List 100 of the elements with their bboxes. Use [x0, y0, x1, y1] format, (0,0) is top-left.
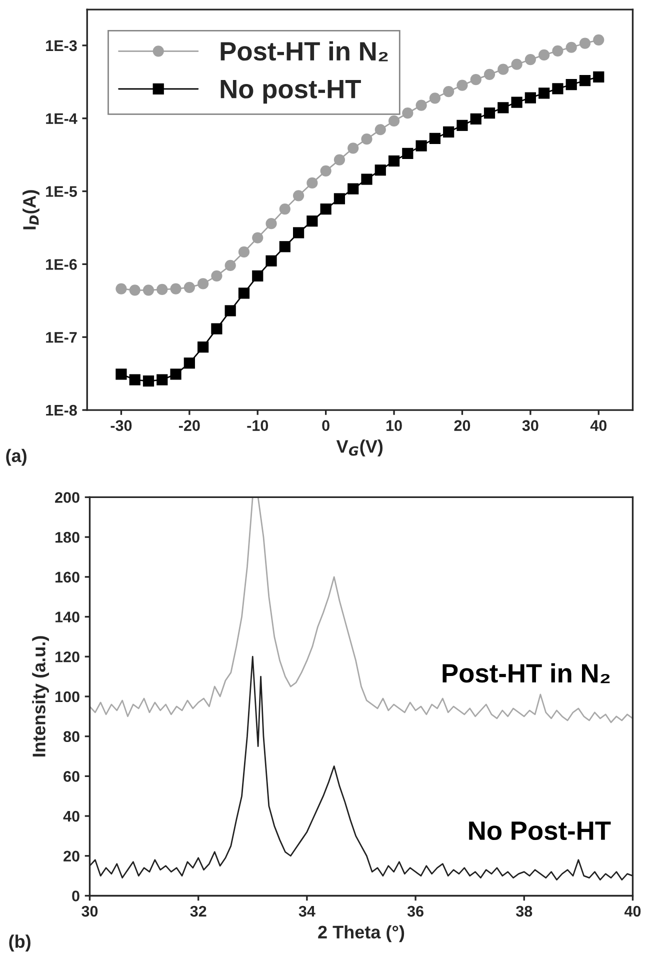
- point: [593, 34, 604, 46]
- point: [388, 155, 400, 167]
- point: [320, 204, 332, 215]
- point: [511, 58, 522, 70]
- point: [484, 68, 496, 80]
- point: [224, 260, 236, 272]
- x-tick-label: 0: [322, 420, 330, 431]
- x-tick-label: 32: [190, 906, 206, 917]
- series-label: No Post-HT: [469, 822, 611, 840]
- y-tick-label: 1E-8: [46, 404, 77, 416]
- point: [198, 342, 209, 353]
- point: [266, 218, 277, 230]
- point: [224, 305, 236, 316]
- point: [456, 80, 468, 91]
- point: [211, 323, 222, 334]
- point: [456, 120, 468, 131]
- point: [116, 368, 127, 380]
- y-tick-label: 180: [55, 532, 80, 543]
- point: [198, 278, 209, 290]
- point: [170, 368, 182, 380]
- point: [552, 45, 564, 56]
- point: [116, 283, 127, 294]
- y-tick-label: 160: [55, 572, 80, 583]
- x-tick-label: 38: [516, 906, 532, 917]
- x-tick-label: 10: [386, 420, 402, 431]
- point: [416, 100, 427, 111]
- y-tick-label: 0: [72, 890, 80, 902]
- x-tick-label: 40: [624, 906, 641, 917]
- point: [129, 284, 140, 296]
- y-tick-label: 120: [55, 651, 80, 662]
- x-tick-label: 20: [454, 420, 470, 431]
- legend-label: Post-HT in N₂: [220, 41, 388, 62]
- point: [306, 177, 318, 189]
- point: [538, 49, 550, 61]
- point: [374, 124, 386, 136]
- y-tick-label: 1E-7: [46, 332, 77, 343]
- point: [566, 42, 577, 53]
- x-tick-label: 30: [522, 420, 538, 431]
- point: [306, 216, 318, 227]
- point: [443, 126, 454, 138]
- point: [429, 92, 440, 104]
- point: [348, 142, 359, 154]
- y-axis-title: I$_{D}$(A): [22, 190, 40, 230]
- x-tick-label: 36: [407, 906, 424, 917]
- point: [252, 232, 264, 244]
- point: [211, 270, 222, 282]
- point: [402, 108, 414, 119]
- point: [279, 204, 290, 215]
- point: [470, 113, 482, 125]
- point: [429, 132, 440, 144]
- point: [374, 164, 386, 176]
- point: [552, 83, 564, 94]
- point: [348, 183, 359, 194]
- x-tick-label: -10: [247, 420, 268, 431]
- point: [129, 374, 140, 386]
- point: [266, 255, 277, 266]
- point: [334, 154, 346, 166]
- point: [142, 284, 154, 296]
- x-tick-label: 34: [298, 906, 316, 917]
- point: [334, 193, 346, 204]
- point: [443, 86, 454, 98]
- point: [524, 54, 536, 66]
- point: [402, 148, 414, 159]
- y-tick-label: 40: [63, 810, 80, 822]
- x-tick-label: 40: [590, 420, 606, 431]
- y-tick-label: 1E-4: [46, 113, 78, 124]
- point: [361, 174, 372, 185]
- x-tick-label: 30: [82, 906, 98, 917]
- point: [156, 374, 168, 386]
- x-tick-label: -20: [178, 420, 200, 431]
- y-tick-label: 200: [55, 492, 80, 503]
- y-tick-label: 80: [64, 731, 80, 742]
- point: [538, 88, 550, 99]
- y-tick-label: 1E-3: [46, 40, 77, 52]
- point: [416, 140, 427, 152]
- point: [388, 115, 400, 127]
- point: [238, 246, 250, 258]
- point: [511, 96, 522, 108]
- point: [156, 284, 168, 296]
- point: [579, 38, 591, 49]
- point: [184, 282, 195, 293]
- y-tick-label: 20: [64, 850, 80, 862]
- text: (b): [9, 934, 30, 952]
- point: [292, 227, 304, 238]
- point: [238, 288, 250, 299]
- point: [279, 241, 290, 252]
- legend-label: No post-HT: [220, 80, 361, 104]
- point: [498, 102, 509, 114]
- point: [524, 92, 536, 104]
- x-tick-label: -30: [110, 420, 132, 431]
- point: [498, 64, 509, 75]
- text: (a): [6, 448, 26, 466]
- point: [579, 74, 591, 86]
- point: [470, 74, 482, 86]
- y-tick-label: 100: [55, 691, 80, 702]
- x-axis-title: 2 Theta (°): [318, 925, 404, 942]
- y-tick-label: 1E-5: [46, 186, 77, 197]
- y-tick-label: 60: [64, 771, 80, 782]
- series-label: Post-HT in N₂: [442, 663, 610, 684]
- point: [484, 108, 496, 119]
